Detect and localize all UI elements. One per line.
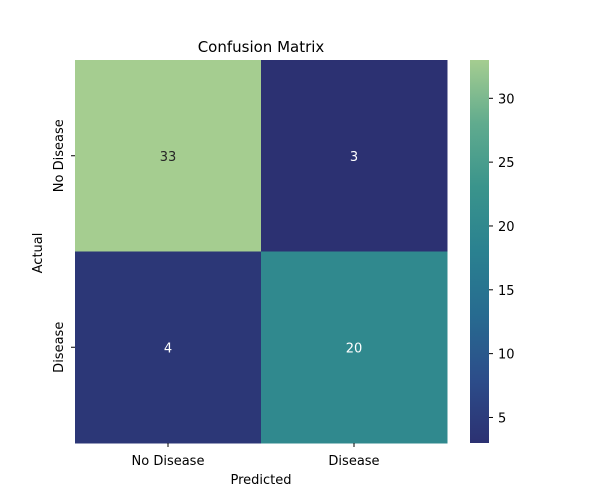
heatmap-cell: [75, 60, 262, 252]
heatmap-cell-label: 20: [346, 341, 363, 356]
y-axis-ticks: No Disease Disease: [52, 119, 75, 373]
x-tick-label: No Disease: [132, 454, 205, 469]
colorbar-tick-label: 15: [498, 284, 515, 299]
y-axis-label: Actual: [31, 233, 46, 274]
colorbar-tick-label: 10: [498, 348, 515, 363]
colorbar-tick-label: 25: [498, 156, 515, 171]
heatmap-cell-label: 3: [350, 150, 358, 165]
heatmap-cell-labels: 33 34 20: [160, 150, 363, 357]
x-axis-label: Predicted: [230, 473, 291, 488]
heatmap-cell: [261, 251, 448, 444]
colorbar-tick-label: 5: [498, 411, 506, 426]
colorbar-tick-label: 30: [498, 92, 515, 107]
heatmap-cell-label: 33: [160, 150, 177, 165]
heatmap-cell: [261, 60, 448, 252]
chart-title: Confusion Matrix: [198, 38, 325, 56]
heatmap-cell-label: 4: [164, 341, 172, 356]
colorbar: [470, 60, 489, 443]
y-tick-label: No Disease: [52, 119, 67, 192]
x-axis-ticks: No Disease Disease: [132, 443, 380, 469]
colorbar-tick-label: 20: [498, 220, 515, 235]
heatmap-cell: [75, 251, 262, 444]
heatmap-cells: [75, 60, 448, 444]
colorbar-ticks: 5 10 15 20 25 30: [489, 92, 515, 426]
x-tick-label: Disease: [328, 454, 379, 469]
y-tick-label: Disease: [52, 322, 67, 373]
